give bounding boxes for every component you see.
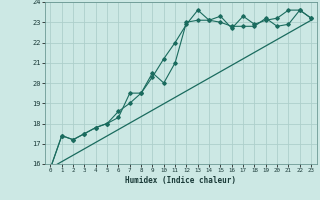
X-axis label: Humidex (Indice chaleur): Humidex (Indice chaleur) xyxy=(125,176,236,185)
